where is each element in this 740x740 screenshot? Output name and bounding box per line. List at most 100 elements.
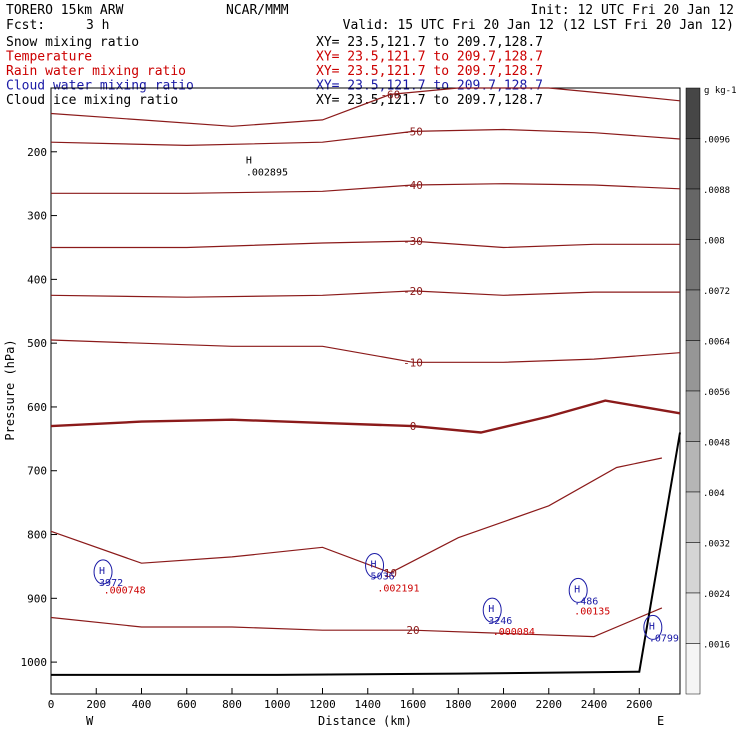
x-tick-label: 200: [86, 698, 106, 711]
y-tick-label: 800: [27, 529, 47, 542]
rain-water-max-value: .000084: [493, 627, 535, 638]
x-tick-label: 1800: [445, 698, 472, 711]
cloud-ice-h-marker: H: [246, 156, 252, 167]
colorbar-segment: [685, 289, 701, 341]
y-tick-label: 400: [27, 273, 47, 286]
colorbar-segment: [685, 441, 701, 493]
colorbar-segment: [685, 138, 701, 190]
init-time: Init: 12 UTC Fri 20 Jan 12: [531, 3, 735, 18]
y-tick-label: 1000: [21, 656, 48, 669]
cloud-water-contour: [568, 577, 588, 603]
x-tick-label: 400: [132, 698, 152, 711]
colorbar-label: .0048: [703, 439, 730, 449]
colorbar-unit: g kg-1: [704, 86, 737, 96]
isotherm-line: [50, 290, 680, 298]
x-tick-label: 2600: [626, 698, 653, 711]
cloud-water-max-value: .486: [574, 596, 598, 607]
isotherm-label: 0: [410, 420, 417, 433]
x-tick-label: 800: [222, 698, 242, 711]
x-tick-label: 600: [177, 698, 197, 711]
x-tick-label: 1200: [309, 698, 336, 711]
colorbar-label: .0024: [703, 590, 730, 600]
field-name: Cloud ice mixing ratio: [6, 93, 178, 108]
field-name: Rain water mixing ratio: [6, 64, 186, 79]
rain-water-max-value: .00135: [574, 607, 610, 618]
field-xy: XY= 23.5,121.7 to 209.7,128.7: [316, 79, 543, 94]
cloud-water-max-value: 5036: [371, 572, 395, 583]
valid-time: Valid: 15 UTC Fri 20 Jan 12 (12 LST Fri …: [343, 18, 734, 33]
colorbar-label: .008: [703, 237, 725, 247]
field-xy: XY= 23.5,121.7 to 209.7,128.7: [316, 35, 543, 50]
colorbar-label: .004: [703, 489, 725, 499]
colorbar-label: .0072: [703, 287, 730, 297]
y-tick-label: 300: [27, 210, 47, 223]
colorbar-label: .0088: [703, 186, 730, 196]
colorbar-segment: [685, 188, 701, 240]
plot-frame: [50, 87, 681, 695]
cloud-water-max-value: 3972: [99, 578, 123, 589]
field-name: Cloud water mixing ratio: [6, 79, 194, 94]
rain-water-max-value: .000748: [104, 585, 146, 596]
y-tick-label: 700: [27, 465, 47, 478]
temperature-isotherms: -60 -50 -40 -30 -20 -10 0 10 20: [50, 87, 681, 638]
fcst-label: Fcst:: [6, 18, 45, 33]
cloud-water-h-marker: H: [99, 566, 105, 577]
colorbar-segment: [685, 87, 701, 139]
x-tick-label: 1400: [355, 698, 382, 711]
x-tick-label: 2400: [581, 698, 608, 711]
colorbar-label: .0096: [703, 136, 730, 146]
cloud-ice-max-value: .002895: [246, 168, 288, 179]
x-tick-label: 0: [48, 698, 55, 711]
isotherm-line: [51, 183, 681, 194]
field-xy: XY= 23.5,121.7 to 209.7,128.7: [316, 50, 543, 65]
cloud-water-max-value: 3246: [488, 616, 512, 627]
colorbar-segment: [685, 239, 701, 291]
isotherm-label: 10: [384, 567, 397, 580]
colorbar-segment: [685, 592, 701, 644]
field-xy: XY= 23.5,121.7 to 209.7,128.7: [316, 93, 543, 108]
y-tick-label: 200: [27, 146, 47, 159]
x-axis: 0 200 400 600 800 1000 1200 1400 1600 1800 2000 220…: [48, 688, 653, 711]
colorbar-label: .0056: [703, 388, 730, 398]
isotherm-line: [51, 240, 680, 249]
x-axis-label: Distance (km): [318, 714, 412, 728]
model-title: TORERO 15km ARW: [6, 3, 124, 18]
y-tick-label: 500: [27, 337, 47, 350]
cloud-water-max-value: .0799: [649, 633, 679, 644]
colorbar-label: .0064: [703, 338, 730, 348]
isotherm-label: -50: [403, 125, 423, 138]
x-tick-label: 2200: [536, 698, 563, 711]
cloud-water-contour: [482, 597, 502, 623]
cloud-water-h-marker: H: [488, 604, 494, 615]
rain-water-max-value: .002191: [377, 584, 419, 595]
field-list: Snow mixing ratio XY= 23.5,121.7 to 209.7…: [6, 35, 543, 108]
cloud-water-contour: [643, 614, 663, 640]
surface-line: [51, 432, 681, 676]
isotherm-line: [50, 607, 663, 638]
east-label: E: [657, 714, 664, 728]
y-axis-label: Pressure (hPa): [3, 339, 17, 440]
x-tick-label: 2000: [490, 698, 517, 711]
west-label: W: [86, 714, 94, 728]
cloud-water-contour: [93, 559, 113, 585]
y-tick-label: 600: [27, 401, 47, 414]
cloud-water-h-marker: H: [371, 560, 377, 571]
y-axis: 200 300 400 500 600 700 800 900 1000: [21, 146, 57, 669]
isotherm-line: [50, 87, 681, 127]
isotherm-label: 20: [406, 624, 419, 637]
isotherm-label: -20: [403, 285, 423, 298]
isotherm-label: -40: [403, 179, 423, 192]
colorbar-segment: [685, 491, 701, 543]
isotherm-line: [50, 128, 681, 147]
field-name: Snow mixing ratio: [6, 35, 139, 50]
colorbar-segment: [685, 390, 701, 442]
cloud-water-h-marker: H: [574, 584, 580, 595]
center-title: NCAR/MMM: [226, 3, 289, 18]
isotherm-line: [50, 339, 681, 363]
ground-surface: [51, 432, 681, 676]
isotherm-line: [50, 457, 663, 574]
colorbar-segment: [685, 340, 701, 392]
cloud-water-contour: [365, 553, 385, 579]
x-tick-label: 1600: [400, 698, 427, 711]
